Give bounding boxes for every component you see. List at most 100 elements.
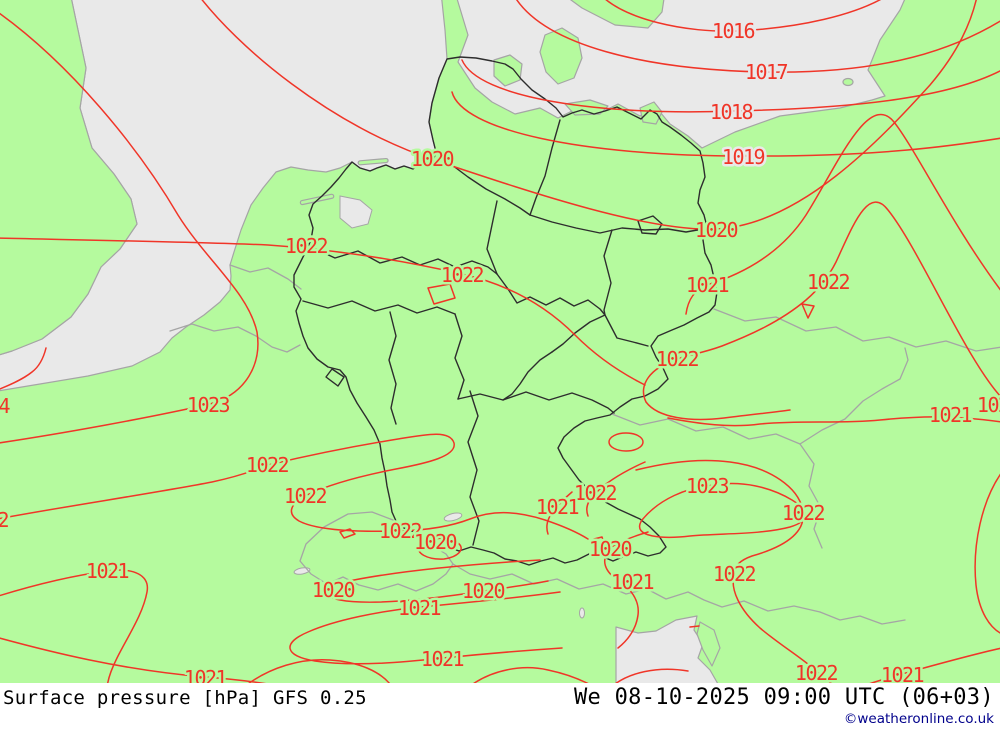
map-datetime-label: We 08-10-2025 09:00 UTC (06+03) <box>574 685 994 710</box>
isobar-1019 <box>451 91 1000 157</box>
lake-garda <box>579 607 585 619</box>
border-be-fr <box>169 323 301 353</box>
state-border <box>486 200 498 275</box>
isobar-label: 1022 <box>807 270 850 294</box>
uk-landmass <box>0 0 138 356</box>
isobar-1017 <box>516 0 1000 73</box>
isobar-small-loop <box>339 528 356 539</box>
isobar-1024-clip <box>0 347 47 390</box>
isobar-1022-short <box>586 461 646 517</box>
state-border <box>388 311 397 425</box>
isobar-label: 1020 <box>695 218 738 242</box>
isobar-noise <box>473 667 589 683</box>
isobar-label: 1022 <box>379 519 422 543</box>
isobar-label: 1023 <box>686 474 729 498</box>
isobar-label: 1022 <box>285 234 328 258</box>
isobar-small-loop <box>593 536 605 546</box>
lake-geneva <box>293 567 311 575</box>
isobar-small-loop <box>427 283 456 305</box>
isobar-1018 <box>461 59 1000 113</box>
isobar-1023-france <box>0 12 259 444</box>
border-nl-be <box>229 264 302 290</box>
isobar-label: 1022 <box>0 508 9 532</box>
isobar-noise <box>689 625 700 628</box>
isobar-label: 1020 <box>414 530 457 554</box>
isobar-label: 1023 <box>187 393 230 417</box>
wadden-island <box>299 193 335 206</box>
lake-constance <box>443 512 463 522</box>
isobar-1021-tongue <box>289 591 563 665</box>
isobar-label: 1018 <box>710 100 753 124</box>
state-border <box>502 351 553 401</box>
isobar-label: 1016 <box>712 19 755 43</box>
isobars <box>0 0 1000 683</box>
isobar-label: 1020 <box>411 147 454 171</box>
state-border <box>603 229 649 347</box>
border-cz-pl <box>713 308 1000 352</box>
isobar-label: 1021 <box>881 663 924 683</box>
isobar-label: 1022 <box>246 453 289 477</box>
isobar-noise <box>248 659 391 683</box>
isobar-label: 1022 <box>574 481 617 505</box>
border-at-hu <box>799 443 823 549</box>
germany-outline <box>293 56 718 566</box>
isobar-label: 1017 <box>745 60 788 84</box>
state-border <box>467 390 480 546</box>
isobar-1021-bottom-right <box>869 647 1000 683</box>
scania-sweden <box>569 0 665 29</box>
state-border <box>551 314 606 353</box>
isobar-1023-cell <box>639 482 806 539</box>
state-border <box>529 119 561 216</box>
ijsselmeer <box>339 195 373 229</box>
isobar-label: 1022 <box>441 263 484 287</box>
isobar-small-loop <box>801 303 815 319</box>
isobar-1020-long <box>201 0 977 230</box>
isobar-label: 1020 <box>589 537 632 561</box>
isobar-right-edge <box>974 473 1000 634</box>
map-area: 1016 1017 1018 1019 1020 1020 1022 1022 1021 1022… <box>0 0 1000 683</box>
isobar-1021-bottom-left <box>0 637 267 683</box>
copyright-credit: ©weatheronline.co.uk <box>843 711 994 727</box>
isobar-label: 1021 <box>611 570 654 594</box>
isobar-label: 1019 <box>722 145 765 169</box>
isobar-1020-alps <box>603 531 649 649</box>
isobar-label: 1021 <box>686 273 729 297</box>
isobar-1021-southwest <box>0 569 149 683</box>
state-border <box>302 300 456 315</box>
isobar-label: 1024 <box>0 394 11 418</box>
isobar-label: 1020 <box>462 579 505 603</box>
footer-bar: Surface pressure [hPa] GFS 0.25 We 08-10… <box>0 683 1000 733</box>
isobar-1022-se-snake <box>635 459 832 683</box>
isobar-label: 1021 <box>184 666 227 683</box>
isobar-1022-france <box>0 433 589 540</box>
island-bornholm <box>842 77 854 87</box>
isobar-label: 1022 <box>656 347 699 371</box>
isobar-label: 1022 <box>782 501 825 525</box>
isobar-label: 1021 <box>398 596 441 620</box>
isobar-1020-cell <box>417 537 462 560</box>
state-border <box>529 214 704 234</box>
island-shapes <box>0 0 854 667</box>
border-slo-hr <box>819 611 906 625</box>
island-zealand <box>539 27 583 85</box>
state-border <box>454 313 465 400</box>
isobar-1021-short <box>546 491 573 535</box>
isobar-noise <box>615 668 689 683</box>
isobar-label: 1020 <box>312 578 355 602</box>
isobar-1016 <box>605 0 881 32</box>
germany-borders <box>293 56 718 566</box>
isobar-label: 1021 <box>929 403 972 427</box>
isobar-1022-west <box>0 237 646 386</box>
state-border-berlin <box>637 215 663 235</box>
state-border <box>496 273 606 316</box>
isobar-1021-east <box>685 113 1000 315</box>
isobar-label: 1021 <box>421 647 464 671</box>
wadden-island <box>357 157 389 166</box>
isobar-label: 1022 <box>284 484 327 508</box>
state-border-saarland <box>325 368 345 387</box>
isobar-1023-bavaria-cell <box>608 432 644 452</box>
border-alps-south <box>452 563 821 613</box>
